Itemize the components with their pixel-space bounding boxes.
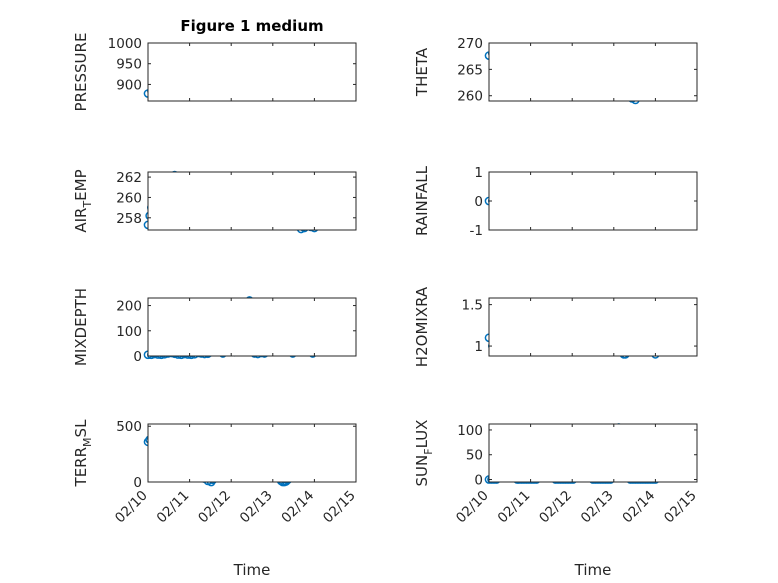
- y-tick-label: 0: [474, 194, 483, 210]
- y-tick-label: 950: [116, 57, 142, 73]
- subplot-5: 0 100 200 MIXDEPTH: [72, 288, 357, 366]
- axes-frame: [147, 171, 357, 231]
- y-label-subscript: M: [81, 437, 94, 447]
- x-tick-label: 02/11: [154, 488, 193, 527]
- y-axis-label: MIXDEPTH: [72, 288, 90, 366]
- figure-title: Figure 1 medium: [180, 17, 323, 35]
- subplot-8: 0 50 100 02/10 02/11 02/12 02/13 02/14 02/15 Time…: [413, 420, 700, 579]
- y-axis-label: THETA: [413, 47, 431, 97]
- y-tick-label: 0: [133, 349, 142, 365]
- y-tick-label: 100: [457, 423, 483, 439]
- axes-frame: [488, 423, 698, 483]
- axes-frame: [488, 171, 698, 231]
- y-tick-label: 262: [116, 170, 142, 186]
- y-tick-label: 1.5: [462, 298, 483, 314]
- axes-frame: [488, 297, 698, 357]
- y-tick-label: 200: [116, 299, 142, 315]
- y-tick-label: 265: [457, 62, 483, 78]
- y-tick-label: 1: [474, 339, 483, 355]
- y-label-rest: EMP: [72, 169, 90, 200]
- y-axis-label: H2OMIXRA: [413, 286, 431, 367]
- subplot-4: -1 0 1 RAINFALL: [413, 165, 698, 239]
- y-label-main: AIR: [72, 208, 90, 233]
- x-axis-label: Time: [233, 561, 271, 579]
- axes-frame: [147, 42, 357, 102]
- y-tick-label: 0: [474, 473, 483, 489]
- y-tick-label: 0: [133, 475, 142, 491]
- y-label-main: TERR: [72, 447, 90, 488]
- axes-frame: [488, 42, 698, 102]
- x-tick-label: 02/13: [237, 488, 276, 527]
- y-axis-label: AIRTEMP: [72, 169, 94, 232]
- x-tick-label: 02/12: [536, 488, 575, 527]
- x-tick-label: 02/10: [112, 488, 151, 527]
- subplot-6: 1 1.5 H2OMIXRA: [413, 286, 698, 367]
- y-tick-label: 500: [116, 419, 142, 435]
- subplot-2: 260 265 270 THETA: [413, 36, 698, 105]
- y-axis-label: RAINFALL: [413, 165, 431, 236]
- y-tick-label: 900: [116, 77, 142, 93]
- y-tick-label: 260: [457, 89, 483, 105]
- y-label-subscript: T: [81, 201, 94, 209]
- y-tick-label: -1: [470, 223, 483, 239]
- axes-frame: [147, 297, 357, 357]
- x-tick-label: 02/15: [320, 488, 359, 527]
- y-tick-label: 1000: [108, 36, 142, 52]
- subplot-1: 900 950 1000 PRESSURE: [72, 33, 357, 112]
- x-tick-label: 02/12: [195, 488, 234, 527]
- x-axis-label: Time: [574, 561, 612, 579]
- y-label-rest: LUX: [413, 420, 431, 449]
- x-tick-label: 02/15: [661, 488, 700, 527]
- y-tick-label: 100: [116, 324, 142, 340]
- axes-frame: [147, 423, 357, 483]
- y-tick-label: 50: [466, 448, 483, 464]
- y-label-rest: SL: [72, 419, 90, 438]
- subplot-3: 258 260 262 AIRTEMP: [72, 169, 357, 234]
- x-tick-label: 02/10: [453, 488, 492, 527]
- x-tick-label: 02/14: [619, 488, 658, 527]
- x-tick-label: 02/11: [495, 488, 534, 527]
- subplot-7: 0 500 02/10 02/11 02/12 02/13 02/14 02/15 Time TE…: [72, 419, 359, 579]
- y-axis-label: TERRMSL: [72, 419, 94, 488]
- y-tick-label: 258: [116, 211, 142, 227]
- y-axis-label: SUNFLUX: [413, 420, 435, 487]
- y-label-main: SUN: [413, 455, 431, 487]
- y-tick-label: 1: [474, 165, 483, 181]
- x-tick-label: 02/13: [578, 488, 617, 527]
- y-tick-label: 270: [457, 36, 483, 52]
- y-tick-label: 260: [116, 190, 142, 206]
- x-tick-label: 02/14: [278, 488, 317, 527]
- y-axis-label: PRESSURE: [72, 33, 90, 112]
- y-label-subscript: F: [422, 448, 435, 454]
